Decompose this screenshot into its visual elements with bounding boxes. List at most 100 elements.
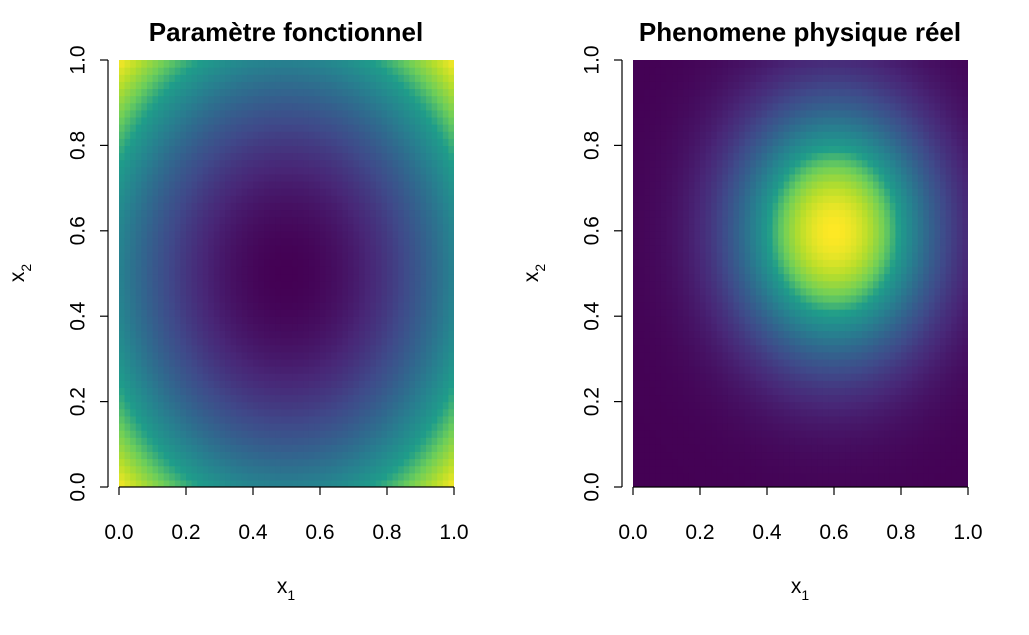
heatmap-cell — [124, 430, 131, 438]
heatmap-cell — [253, 387, 260, 396]
heatmap-cell — [700, 316, 707, 324]
heatmap-cell — [638, 366, 645, 374]
heatmap-cell — [705, 88, 712, 97]
heatmap-cell — [331, 223, 338, 232]
heatmap-cell — [448, 316, 454, 324]
heatmap-cell — [633, 344, 640, 353]
heatmap-cell — [683, 124, 690, 132]
heatmap-cell — [303, 472, 310, 481]
heatmap-cell — [225, 116, 232, 125]
heatmap-cell — [733, 230, 740, 239]
heatmap-cell — [275, 195, 282, 203]
heatmap-cell — [716, 116, 723, 125]
heatmap-cell — [180, 74, 187, 82]
heatmap-cell — [236, 159, 243, 168]
heatmap-cell — [420, 266, 427, 275]
heatmap-cell — [403, 280, 410, 289]
heatmap-cell — [180, 337, 187, 346]
heatmap-cell — [398, 430, 405, 438]
heatmap-cell — [716, 223, 723, 232]
heatmap-cell — [387, 401, 394, 410]
heatmap-cell — [230, 88, 237, 97]
heatmap-cell — [683, 81, 690, 90]
heatmap-cell — [186, 309, 193, 317]
heatmap-cell — [398, 301, 405, 310]
heatmap-cell — [286, 387, 293, 396]
heatmap-cell — [387, 330, 394, 339]
heatmap-cell — [269, 472, 276, 481]
heatmap-cell — [163, 102, 170, 111]
heatmap-cell — [364, 159, 371, 168]
heatmap-cell — [213, 116, 221, 125]
heatmap-cell — [370, 81, 377, 90]
heatmap-cell — [174, 430, 182, 438]
heatmap-cell — [414, 145, 422, 154]
heatmap-cell — [739, 309, 746, 317]
heatmap-cell — [174, 180, 182, 189]
heatmap-cell — [359, 95, 366, 104]
heatmap-cell — [660, 351, 668, 360]
heatmap-cell — [275, 166, 282, 175]
heatmap-cell — [437, 131, 444, 139]
heatmap-cell — [163, 266, 170, 275]
heatmap-cell — [442, 380, 450, 388]
heatmap-cell — [677, 216, 684, 225]
heatmap-cell — [158, 180, 165, 189]
heatmap-cell — [716, 209, 723, 218]
heatmap-cell — [398, 479, 405, 487]
heatmap-cell — [426, 309, 433, 317]
heatmap-cell — [119, 74, 126, 82]
heatmap-cell — [174, 351, 182, 360]
heatmap-cell — [420, 216, 427, 225]
heatmap-cell — [236, 294, 243, 303]
heatmap-cell — [649, 316, 656, 324]
heatmap-cell — [174, 188, 182, 196]
heatmap-cell — [666, 294, 673, 303]
heatmap-cell — [694, 301, 701, 310]
heatmap-cell — [722, 74, 729, 82]
heatmap-cell — [420, 380, 427, 388]
heatmap-cell — [264, 287, 271, 296]
heatmap-cell — [381, 195, 388, 203]
heatmap-cell — [644, 209, 651, 218]
heatmap-cell — [705, 202, 712, 211]
heatmap-cell — [320, 95, 327, 104]
heatmap-cell — [280, 387, 288, 396]
heatmap-cell — [236, 422, 243, 431]
heatmap-cell — [253, 209, 260, 218]
x-tick-label: 0.6 — [305, 521, 334, 544]
heatmap-cell — [375, 323, 383, 332]
heatmap-cell — [336, 430, 343, 438]
heatmap-cell — [755, 287, 763, 296]
heatmap-cell — [241, 131, 249, 139]
heatmap-cell — [342, 344, 349, 353]
heatmap-cell — [381, 330, 388, 339]
heatmap-cell — [711, 116, 718, 125]
heatmap-cell — [219, 131, 226, 139]
heatmap-cell — [733, 415, 740, 424]
heatmap-cell — [381, 472, 388, 481]
heatmap-cell — [308, 266, 316, 275]
heatmap-cell — [426, 152, 433, 161]
heatmap-cell — [375, 152, 383, 161]
heatmap-cell — [236, 309, 243, 317]
heatmap-cell — [414, 330, 422, 339]
heatmap-cell — [705, 351, 712, 360]
heatmap-cell — [733, 309, 740, 317]
heatmap-cell — [336, 465, 343, 474]
heatmap-cell — [392, 465, 399, 474]
heatmap-cell — [269, 223, 276, 232]
heatmap-cell — [398, 330, 405, 339]
heatmap-cell — [247, 366, 254, 374]
heatmap-cell — [688, 166, 696, 175]
heatmap-cell — [297, 351, 304, 360]
heatmap-cell — [442, 102, 450, 111]
heatmap-cell — [381, 437, 388, 445]
heatmap-cell — [677, 237, 684, 246]
heatmap-cell — [191, 195, 198, 203]
heatmap-cell — [169, 252, 176, 260]
heatmap-cell — [180, 422, 187, 431]
heatmap-cell — [230, 301, 237, 310]
heatmap-cell — [666, 138, 673, 146]
heatmap-cell — [716, 337, 723, 346]
